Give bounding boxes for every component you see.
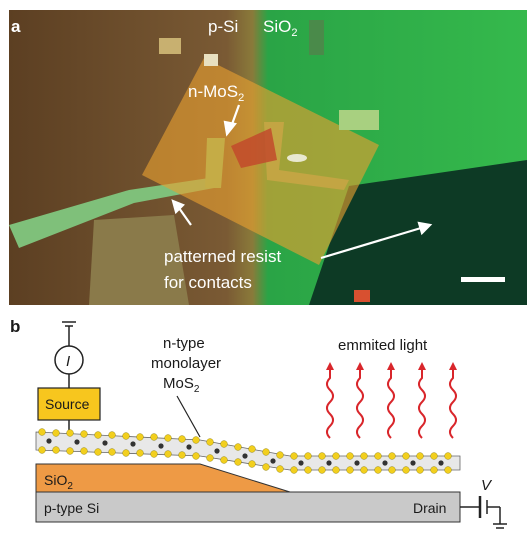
mos2-pointer bbox=[176, 395, 201, 438]
label-resist-line2: for contacts bbox=[164, 273, 252, 292]
current-symbol: I bbox=[66, 353, 70, 370]
light-wave bbox=[326, 368, 334, 439]
drain-label: Drain bbox=[413, 500, 446, 516]
sio2-layer bbox=[35, 463, 291, 493]
emitted-light-waves bbox=[326, 368, 457, 439]
contact-lead-left bbox=[9, 178, 214, 248]
label-resist-line1: patterned resist bbox=[164, 247, 281, 266]
mos2-flake bbox=[231, 128, 277, 168]
particle bbox=[287, 154, 307, 162]
emitted-light-label: emmited light bbox=[338, 337, 428, 354]
mos2-label-line3: MoS2 bbox=[163, 375, 200, 395]
panel-b-schematic: b I Source n-type monolayer MoS2 emmited… bbox=[0, 310, 527, 538]
source-box bbox=[37, 387, 101, 421]
scale-bar bbox=[461, 277, 505, 282]
ground-symbol-top bbox=[62, 321, 76, 346]
label-n-mos2: n-MoS2 bbox=[188, 82, 244, 104]
p-si-label: p-type Si bbox=[44, 500, 99, 516]
sio2-label: SiO2 bbox=[44, 472, 73, 492]
micrograph-image: a p-Si SiO2 n-MoS2 patterned resist for … bbox=[9, 10, 527, 305]
arrowhead bbox=[223, 120, 237, 137]
label-sio2: SiO2 bbox=[263, 17, 297, 39]
panel-a-label: a bbox=[11, 17, 21, 36]
light-wave bbox=[356, 368, 364, 439]
arrow-resist bbox=[178, 207, 192, 226]
p-si-substrate bbox=[35, 491, 461, 523]
arrow-resist-right bbox=[320, 226, 422, 260]
dark-etched-region bbox=[309, 160, 527, 305]
light-arrowheads bbox=[326, 362, 457, 370]
mos2-lattice bbox=[35, 428, 461, 474]
particle bbox=[204, 54, 218, 66]
arrowhead bbox=[417, 221, 433, 236]
voltage-symbol: V bbox=[481, 477, 493, 494]
particle bbox=[354, 290, 370, 302]
particle bbox=[339, 110, 379, 130]
light-wave bbox=[449, 368, 457, 439]
panel-b-label: b bbox=[10, 317, 20, 336]
label-p-si: p-Si bbox=[208, 17, 238, 36]
particle bbox=[309, 20, 324, 55]
mos2-label-line1: n-type bbox=[163, 335, 205, 352]
light-wave bbox=[387, 368, 395, 439]
light-wave bbox=[418, 368, 426, 439]
mos2-label-line2: monolayer bbox=[151, 355, 221, 372]
particle bbox=[159, 38, 181, 54]
drain-circuit bbox=[460, 496, 507, 529]
panel-a-micrograph: a p-Si SiO2 n-MoS2 patterned resist for … bbox=[9, 10, 527, 305]
pad-lower-left bbox=[89, 215, 189, 305]
arrowhead bbox=[171, 199, 185, 215]
device-schematic: b I Source n-type monolayer MoS2 emmited… bbox=[10, 317, 507, 529]
source-label: Source bbox=[45, 396, 90, 412]
